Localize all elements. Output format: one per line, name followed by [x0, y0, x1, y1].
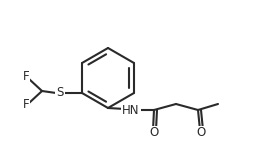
Text: O: O — [149, 126, 159, 140]
Text: HN: HN — [122, 103, 140, 117]
Text: F: F — [23, 99, 29, 111]
Text: O: O — [196, 126, 206, 140]
Text: F: F — [23, 70, 29, 84]
Text: S: S — [56, 87, 64, 99]
